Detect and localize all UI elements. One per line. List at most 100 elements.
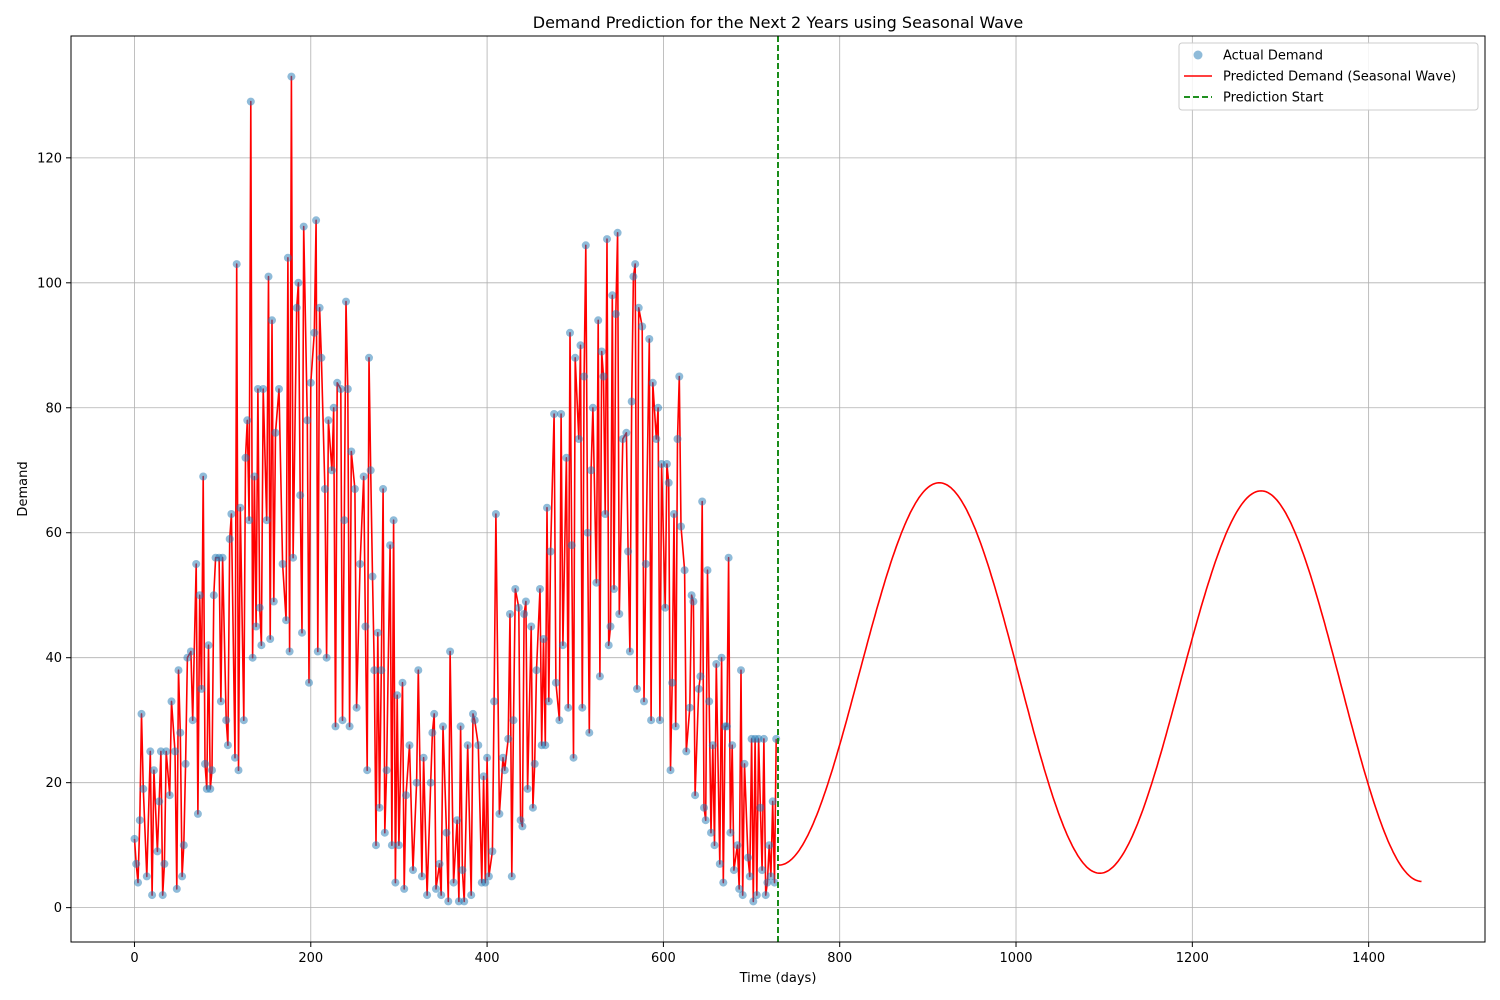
actual-demand-point [134, 878, 142, 887]
actual-demand-point [315, 303, 324, 312]
actual-demand-point [763, 878, 772, 887]
actual-demand-point [615, 610, 624, 618]
actual-demand-point [581, 241, 590, 250]
actual-demand-point [146, 747, 155, 756]
actual-demand-point [317, 353, 326, 362]
actual-demand-point [298, 628, 306, 637]
actual-demand-point [234, 766, 243, 775]
actual-demand-point [456, 722, 465, 731]
legend-entry-actual-demand: Actual Demand [1223, 49, 1323, 64]
legend-box [1178, 42, 1479, 111]
actual-demand-point [587, 466, 596, 475]
actual-demand-point [393, 691, 402, 700]
actual-demand-point [520, 610, 529, 618]
actual-demand-point [668, 678, 677, 687]
actual-demand-point [149, 766, 158, 775]
actual-demand-point [541, 741, 550, 750]
x-tick-label: 800 [827, 951, 852, 966]
actual-demand-point [201, 759, 209, 768]
actual-demand-point [726, 828, 735, 837]
actual-demand-point [363, 766, 372, 775]
actual-demand-point [171, 747, 179, 756]
actual-demand-point [728, 741, 737, 750]
actual-demand-point [174, 666, 183, 675]
actual-demand-point [172, 884, 181, 893]
actual-demand-point [666, 766, 675, 775]
actual-demand-point [382, 766, 391, 775]
y-axis-label: Demand [16, 461, 31, 516]
actual-demand-point [585, 728, 594, 737]
actual-demand-point [426, 778, 435, 787]
actual-demand-point [153, 847, 162, 856]
actual-demand-point [405, 741, 414, 750]
actual-demand-point [167, 697, 176, 706]
y-tick-label: 40 [45, 651, 62, 666]
actual-demand-point [188, 716, 197, 725]
actual-demand-point [368, 572, 377, 581]
actual-demand-point [604, 641, 613, 650]
actual-demand-point [345, 722, 354, 731]
actual-demand-point [324, 416, 333, 425]
actual-demand-point [550, 410, 559, 418]
actual-demand-point [677, 522, 685, 531]
actual-demand-point [670, 510, 678, 518]
actual-demand-point [490, 697, 499, 706]
actual-demand-point [694, 684, 703, 693]
actual-demand-point [722, 722, 731, 731]
actual-demand-point [329, 403, 338, 412]
actual-demand-point [176, 728, 185, 737]
actual-demand-point [479, 772, 488, 781]
actual-demand-point [752, 891, 761, 900]
actual-demand-point [252, 622, 261, 631]
actual-demand-point [662, 460, 671, 468]
actual-demand-point [641, 560, 650, 568]
actual-demand-point [705, 697, 714, 706]
plot-frame [70, 35, 1486, 943]
actual-demand-point [518, 822, 527, 831]
actual-demand-point [283, 253, 292, 262]
actual-demand-point [647, 716, 656, 725]
actual-demand-point [500, 766, 509, 775]
actual-demand-point [158, 891, 167, 900]
actual-demand-point [566, 328, 574, 337]
actual-demand-point [638, 322, 647, 331]
actual-demand-point [724, 553, 733, 562]
actual-demand-point [701, 816, 710, 825]
y-tick-label: 0 [54, 901, 62, 916]
actual-demand-point [428, 728, 437, 737]
actual-demand-point [437, 891, 446, 900]
actual-demand-point [511, 585, 520, 593]
actual-demand-point [481, 878, 490, 887]
actual-demand-point [507, 872, 516, 881]
actual-demand-point [460, 897, 469, 906]
actual-demand-point [655, 716, 664, 725]
actual-demand-point [624, 547, 633, 556]
actual-demand-point [625, 647, 634, 656]
actual-demand-point [611, 310, 620, 318]
actual-demand-point [634, 303, 643, 312]
actual-demand-point [262, 516, 271, 525]
actual-demand-point [514, 603, 523, 612]
actual-demand-point [463, 741, 472, 750]
actual-demand-point [282, 616, 291, 625]
actual-demand-point [453, 816, 462, 825]
predicted-demand-line [778, 482, 1422, 883]
actual-demand-point [758, 866, 767, 875]
actual-demand-point [259, 385, 268, 393]
actual-demand-point [564, 703, 573, 712]
actual-demand-point [245, 516, 254, 525]
actual-demand-point [729, 866, 738, 875]
actual-demand-point [521, 597, 530, 606]
actual-demand-point [444, 897, 453, 906]
actual-demand-point [192, 560, 201, 568]
actual-demand-point [269, 597, 278, 606]
actual-demand-point [313, 647, 322, 656]
actual-demand-point [640, 697, 648, 706]
actual-demand-point [597, 347, 606, 356]
actual-demand-point [231, 753, 239, 762]
actual-demand-point [409, 866, 417, 875]
actual-demand-point [340, 516, 349, 525]
actual-demand-point [691, 791, 700, 800]
actual-demand-point [186, 647, 195, 656]
actual-demand-point [414, 666, 423, 675]
